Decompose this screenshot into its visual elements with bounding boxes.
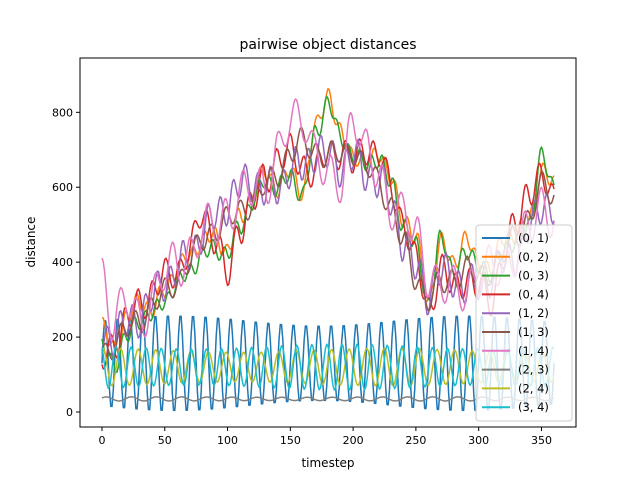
x-tick-label: 250 [405, 434, 426, 447]
x-tick-label: 150 [280, 434, 301, 447]
legend-entry: (1, 3) [518, 325, 549, 339]
x-tick-label: 100 [217, 434, 238, 447]
x-tick-label: 200 [343, 434, 364, 447]
y-tick-label: 600 [52, 181, 73, 194]
legend-entry: (1, 4) [518, 344, 549, 358]
x-tick-label: 350 [531, 434, 552, 447]
legend-entry: (2, 3) [518, 363, 549, 377]
x-tick-label: 300 [468, 434, 489, 447]
x-tick-label: 0 [98, 434, 105, 447]
y-tick-label: 0 [66, 406, 73, 419]
legend-entry: (0, 3) [518, 269, 549, 283]
chart-title: pairwise object distances [239, 37, 416, 53]
x-axis-label: timestep [301, 456, 354, 470]
x-axis: 0 50 100 150 200 250 300 350 [98, 427, 552, 447]
x-tick-label: 50 [158, 434, 172, 447]
y-tick-label: 200 [52, 331, 73, 344]
y-axis: 0 200 400 600 800 [52, 106, 80, 419]
legend-entry: (3, 4) [518, 400, 549, 414]
y-tick-label: 800 [52, 106, 73, 119]
legend-entry: (2, 4) [518, 381, 549, 395]
y-axis-label: distance [24, 217, 38, 268]
legend: (0, 1) (0, 2) (0, 3) (0, 4) (1, 2) (1, 3) (1, … [475, 224, 573, 422]
y-tick-label: 400 [52, 256, 73, 269]
legend-entry: (0, 4) [518, 287, 549, 301]
legend-entry: (0, 1) [518, 231, 549, 245]
legend-box [475, 224, 573, 422]
legend-entry: (1, 2) [518, 306, 549, 320]
plot-frame [79, 57, 577, 428]
legend-entry: (0, 2) [518, 250, 549, 264]
